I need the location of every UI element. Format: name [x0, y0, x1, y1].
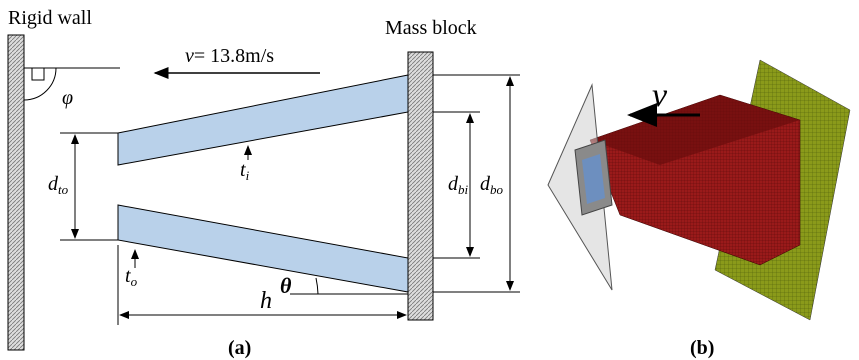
upper-wall [118, 75, 408, 165]
h-label: h [260, 288, 272, 314]
dbo-label: dbo [480, 173, 504, 197]
value: = 13.8m/s [194, 45, 274, 67]
rigid-wall-shape [8, 35, 24, 350]
phi-label: φ [62, 87, 73, 109]
dbi-label: dbi [448, 173, 469, 197]
symbol: v [185, 45, 194, 67]
ti-label: ti [240, 159, 250, 183]
subscript: bo [490, 182, 504, 197]
panel-b [548, 60, 850, 320]
mass-block-shape [408, 52, 433, 320]
dto-label: dto [48, 173, 69, 197]
subscript: i [246, 168, 250, 183]
caption-a: (a) [228, 337, 251, 359]
caption-b: (b) [690, 337, 714, 359]
theta-label: θ [280, 273, 292, 298]
subscript: bi [458, 182, 469, 197]
velocity-b-label: v [652, 77, 668, 114]
rigid-wall-label: Rigid wall [8, 7, 92, 29]
subscript: to [58, 182, 69, 197]
lower-wall [118, 205, 408, 292]
mass-block-label: Mass block [385, 17, 477, 39]
to-label: to [125, 265, 138, 289]
subscript: o [131, 274, 138, 289]
diagram: Rigid wall Mass block v= 13.8m/s φ dto t… [0, 0, 859, 360]
velocity-label: v= 13.8m/s [185, 45, 274, 67]
